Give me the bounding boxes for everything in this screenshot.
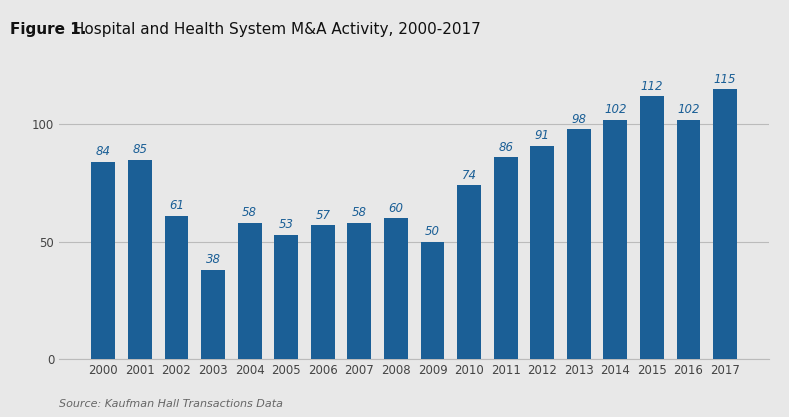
Bar	[457, 185, 481, 359]
Text: 112: 112	[641, 80, 664, 93]
Text: 57: 57	[316, 208, 331, 222]
Bar	[604, 120, 627, 359]
Bar	[165, 216, 189, 359]
Text: 58: 58	[242, 206, 257, 219]
Bar	[92, 162, 115, 359]
Bar	[640, 96, 664, 359]
Text: 61: 61	[169, 199, 184, 212]
Bar	[384, 218, 408, 359]
Text: 102: 102	[677, 103, 700, 116]
Bar	[128, 160, 151, 359]
Bar	[237, 223, 261, 359]
Text: Hospital and Health System M&A Activity, 2000-2017: Hospital and Health System M&A Activity,…	[68, 23, 481, 37]
Bar	[494, 157, 518, 359]
Bar	[677, 120, 701, 359]
Text: 60: 60	[388, 201, 403, 215]
Text: 98: 98	[571, 113, 586, 126]
Bar	[713, 89, 737, 359]
Bar	[347, 223, 372, 359]
Text: 50: 50	[425, 225, 440, 238]
Text: 53: 53	[279, 218, 294, 231]
Text: 102: 102	[604, 103, 626, 116]
Bar	[275, 234, 298, 359]
Text: 86: 86	[498, 141, 513, 154]
Text: 74: 74	[462, 169, 477, 182]
Text: 115: 115	[714, 73, 736, 86]
Text: Source: Kaufman Hall Transactions Data: Source: Kaufman Hall Transactions Data	[59, 399, 283, 409]
Text: 85: 85	[133, 143, 148, 156]
Bar	[567, 129, 591, 359]
Bar	[311, 225, 335, 359]
Text: Figure 1.: Figure 1.	[10, 23, 87, 37]
Text: 58: 58	[352, 206, 367, 219]
Bar	[201, 270, 225, 359]
Bar	[421, 241, 444, 359]
Text: 91: 91	[535, 129, 550, 142]
Text: 84: 84	[95, 146, 110, 158]
Bar	[530, 146, 554, 359]
Text: 38: 38	[206, 253, 221, 266]
